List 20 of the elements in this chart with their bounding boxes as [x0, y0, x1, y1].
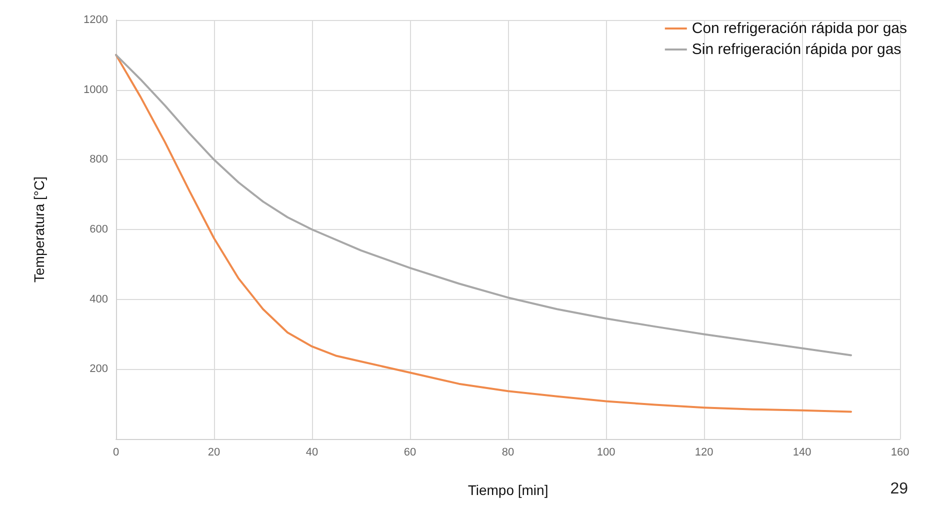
y-axis-title: Temperatura [°C] [31, 176, 47, 282]
y-tick-label: 400 [90, 293, 108, 306]
text: 29 [890, 480, 908, 498]
y-tick-label: 1200 [84, 14, 108, 26]
x-tick-label: 140 [792, 446, 812, 458]
x-tick-label: 120 [694, 446, 714, 458]
y-tick-label: 200 [90, 363, 108, 376]
x-tick-label: 40 [306, 446, 318, 458]
y-tick-label: 800 [90, 154, 108, 166]
x-tick-label: 80 [502, 446, 514, 458]
x-tick-label: 20 [208, 446, 220, 458]
legend-label: Sin refrigeración rápida por gas [692, 41, 902, 58]
x-axis-title: Tiempo [min] [468, 482, 548, 498]
x-tick-label: 60 [404, 446, 416, 458]
x-tick-label: 100 [596, 446, 616, 458]
y-tick-label: 600 [90, 224, 108, 236]
x-tick-label: 0 [112, 446, 120, 458]
x-tick-label: 160 [890, 446, 910, 458]
legend-label: Con refrigeración rápida por gas [692, 20, 908, 37]
y-tick-label: 1000 [84, 84, 108, 96]
